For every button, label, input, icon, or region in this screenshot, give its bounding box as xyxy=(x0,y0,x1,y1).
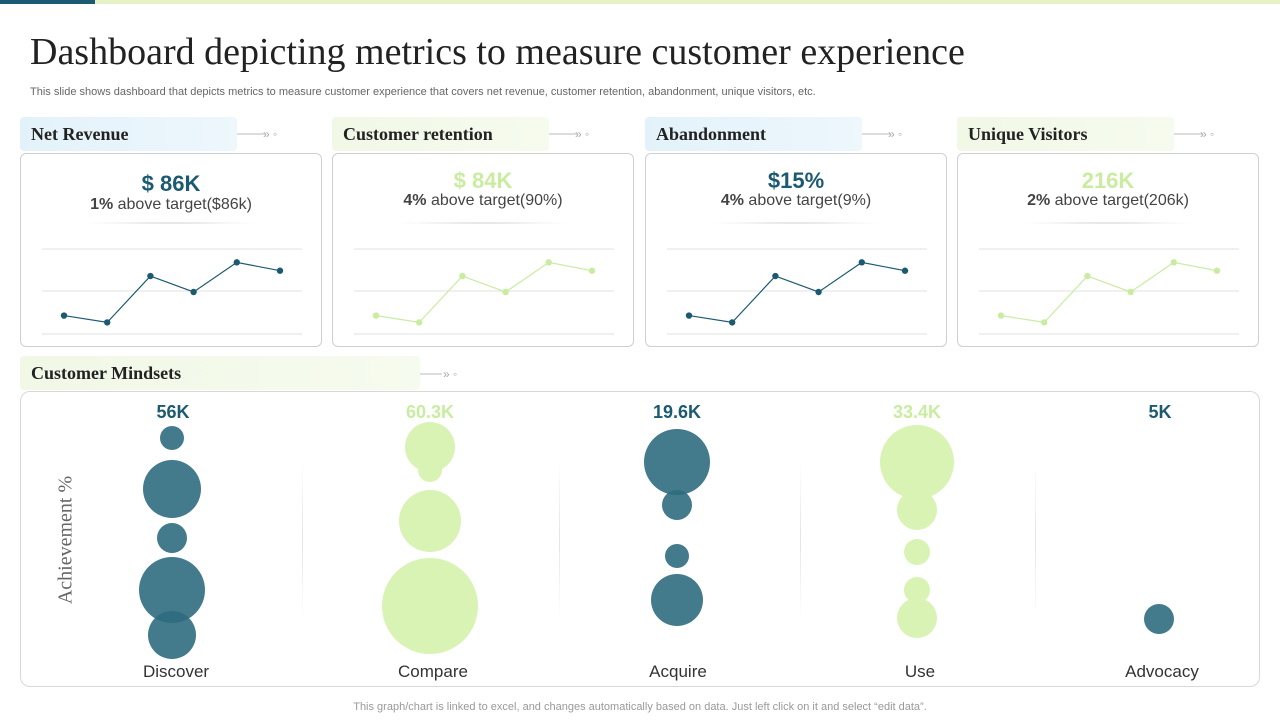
card-target-note: 2% above target(206k) xyxy=(1027,192,1189,209)
y-axis-label: Achievement % xyxy=(54,475,77,605)
sparkline-point xyxy=(1213,267,1221,274)
net-revenue-card: $ 86K 1% above target($86k) xyxy=(20,153,322,347)
sparkline-point xyxy=(588,267,596,274)
card-value: $ 86K xyxy=(141,171,201,196)
tab-customer-mindsets: Customer Mindsets xyxy=(20,356,420,390)
sparkline-point xyxy=(276,267,284,274)
abandonment-card: $15% 4% above target(9%) xyxy=(645,153,947,347)
card-value: $15% xyxy=(767,168,825,193)
card-separator xyxy=(393,222,573,224)
mindset-value: 60.3K xyxy=(405,402,455,422)
sparkline-point xyxy=(502,288,509,296)
page-subtitle: This slide shows dashboard that depicts … xyxy=(30,86,816,98)
sparkline-point xyxy=(997,312,1005,319)
tab-arrow-line xyxy=(549,133,577,135)
tab-net-revenue: Net Revenue xyxy=(20,117,237,151)
sparkline-point xyxy=(1084,272,1091,280)
sparkline-point xyxy=(858,259,865,266)
card-target-note: 4% above target(9%) xyxy=(720,192,872,209)
card-target-note: 1% above target($86k) xyxy=(90,196,252,213)
sparkline-point xyxy=(815,288,822,296)
tab-arrow-icon: » ◦ xyxy=(263,127,278,141)
sparkline-line xyxy=(375,261,593,324)
tab-arrow-line xyxy=(420,373,442,375)
sparkline-point xyxy=(147,272,154,280)
sparkline-point xyxy=(104,319,111,326)
tab-arrow-icon: » ◦ xyxy=(443,367,458,381)
card-value: $ 84K xyxy=(453,168,513,193)
tab-unique-visitors: Unique Visitors xyxy=(957,117,1174,151)
tab-arrow-icon: » ◦ xyxy=(888,127,903,141)
mindset-value: 5K xyxy=(1148,402,1172,422)
unique-visitors-card: 216K 2% above target(206k) xyxy=(957,153,1259,347)
sparkline-point xyxy=(190,288,197,296)
column-divider xyxy=(559,460,560,620)
sparkline-point xyxy=(60,312,68,319)
sparkline-point xyxy=(1127,288,1134,296)
mindset-value: 56K xyxy=(156,402,190,422)
sparkline-line xyxy=(63,261,281,324)
card-separator xyxy=(81,222,261,224)
card-value: 216K xyxy=(1081,168,1135,193)
column-divider xyxy=(302,460,303,620)
sparkline-point xyxy=(685,312,693,319)
mindset-label-advocacy: Advocacy xyxy=(1125,662,1199,681)
card-separator xyxy=(706,222,886,224)
sparkline-point xyxy=(545,259,552,266)
sparkline-point xyxy=(729,319,736,326)
tab-arrow-icon: » ◦ xyxy=(575,127,590,141)
page-title: Dashboard depicting metrics to measure c… xyxy=(30,31,965,73)
card-target-note: 4% above target(90%) xyxy=(403,192,563,209)
tab-arrow-line xyxy=(1174,133,1202,135)
top-accent-mark xyxy=(0,0,95,4)
mindset-label-acquire: Acquire xyxy=(649,662,707,681)
tab-arrow-line xyxy=(237,133,265,135)
sparkline-chart xyxy=(667,248,927,335)
sparkline-chart xyxy=(42,248,302,335)
customer-mindsets-panel xyxy=(20,391,1260,687)
mindset-value: 33.4K xyxy=(892,402,942,422)
card-separator xyxy=(1018,222,1198,224)
customer-retention-card: $ 84K 4% above target(90%) xyxy=(332,153,634,347)
top-accent-line xyxy=(0,0,1280,4)
sparkline-point xyxy=(372,312,380,319)
tab-arrow-icon: » ◦ xyxy=(1200,127,1215,141)
mindset-label-compare: Compare xyxy=(398,662,468,681)
sparkline-point xyxy=(459,272,466,280)
sparkline-line xyxy=(688,261,906,324)
sparkline-chart xyxy=(979,248,1239,335)
mindset-label-use: Use xyxy=(904,662,936,681)
sparkline-point xyxy=(1041,319,1048,326)
column-divider xyxy=(1035,460,1036,620)
tab-abandonment: Abandonment xyxy=(645,117,862,151)
sparkline-line xyxy=(1000,261,1218,324)
sparkline-point xyxy=(233,259,240,266)
tab-customer-retention: Customer retention xyxy=(332,117,549,151)
sparkline-point xyxy=(416,319,423,326)
mindset-value: 19.6K xyxy=(652,402,702,422)
sparkline-point xyxy=(772,272,779,280)
mindset-label-discover: Discover xyxy=(142,662,210,681)
tab-arrow-line xyxy=(862,133,890,135)
sparkline-point xyxy=(1170,259,1177,266)
sparkline-point xyxy=(901,267,909,274)
sparkline-chart xyxy=(354,248,614,335)
column-divider xyxy=(800,460,801,620)
footnote: This graph/chart is linked to excel, and… xyxy=(353,701,927,713)
